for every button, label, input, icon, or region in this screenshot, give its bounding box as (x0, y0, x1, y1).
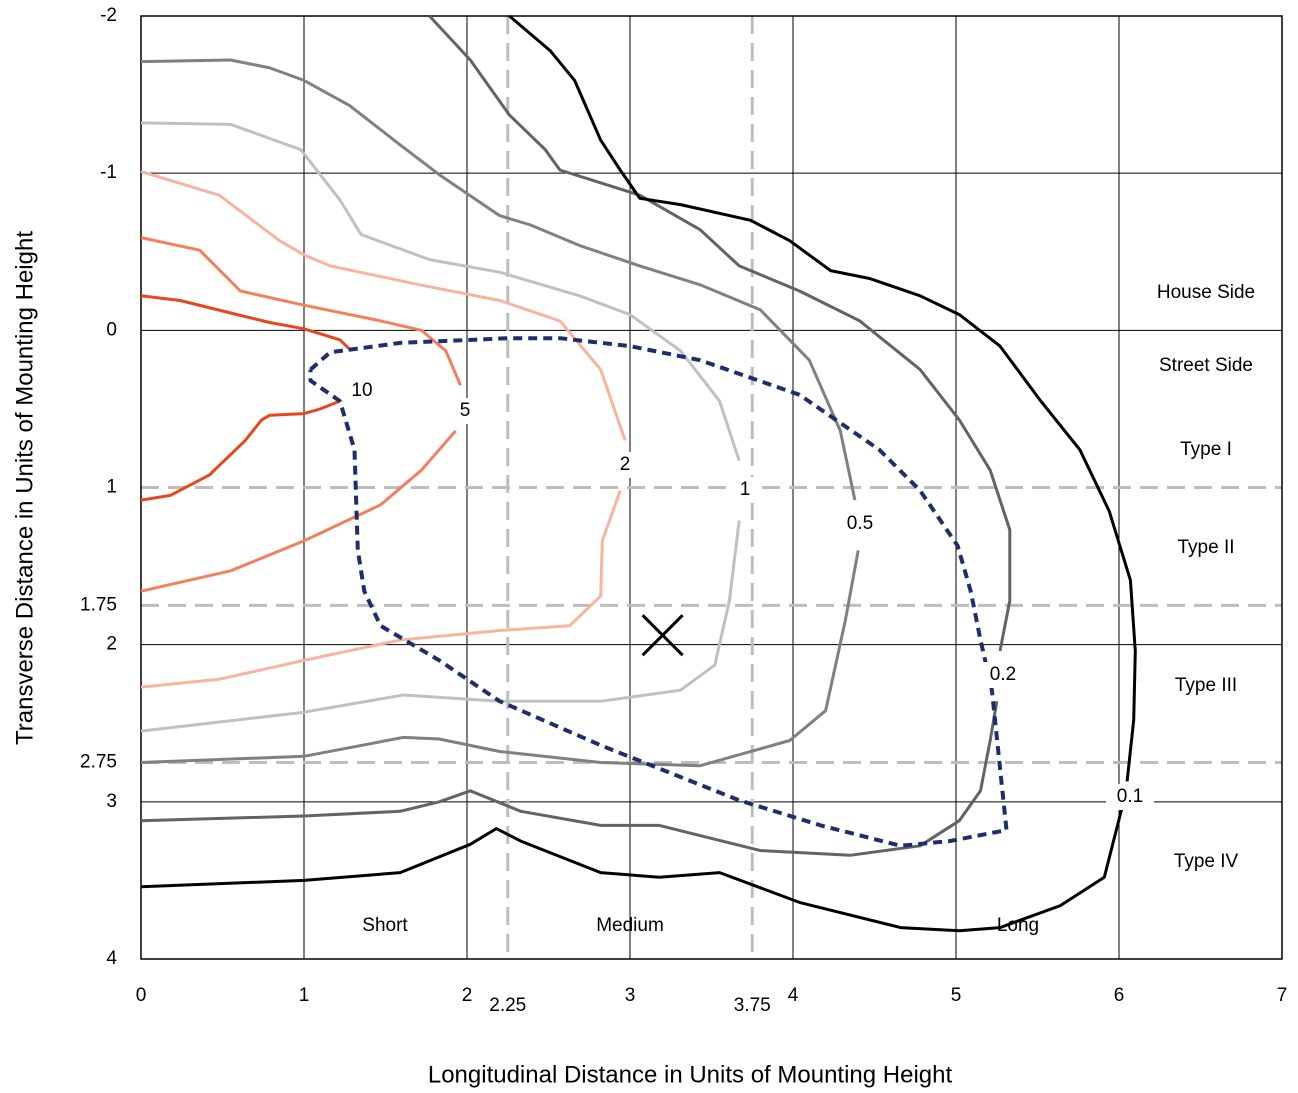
contour-label: 0.1 (1117, 786, 1143, 807)
y-tick-label: -1 (100, 162, 117, 183)
region-label: Street Side (1159, 355, 1253, 376)
x-tick-label: 1 (299, 985, 310, 1006)
region-label: House Side (1157, 282, 1255, 303)
region-label: Type III (1175, 675, 1237, 696)
range-label: Medium (596, 915, 664, 936)
y-tick-label: 2 (106, 634, 117, 655)
contour-label-bg (453, 398, 477, 424)
marker (641, 614, 684, 657)
contour-label: 0.2 (990, 664, 1016, 685)
contour-line (140, 14, 1137, 933)
y-tick-label: 3 (106, 791, 117, 812)
contour-label-bg (733, 477, 757, 503)
x-tick-label: 7 (1277, 985, 1288, 1006)
contour-label-bg (344, 378, 380, 404)
contour-line (140, 236, 462, 593)
y-tick-label: 1.75 (80, 594, 117, 615)
region-label: Type I (1180, 439, 1232, 460)
contour-label-bg (979, 662, 1027, 688)
range-label: Short (362, 915, 408, 936)
x-tick-label: 5 (951, 985, 962, 1006)
contour-label: 0.5 (847, 513, 873, 534)
contour-label-bg (1106, 784, 1154, 810)
region-label: Type II (1177, 537, 1234, 558)
y-tick-label: -2 (100, 5, 117, 26)
x-tick-label: 2.25 (489, 995, 526, 1016)
y-axis-title: Transverse Distance in Units of Mounting… (11, 231, 38, 745)
x-axis-title: Longitudinal Distance in Units of Mounti… (428, 1061, 953, 1088)
x-tick-label: 6 (1114, 985, 1125, 1006)
range-label: Long (997, 915, 1039, 936)
contour-line (140, 58, 860, 768)
y-tick-label: 1 (106, 477, 117, 498)
y-tick-label: 2.75 (80, 752, 117, 773)
outline-line (308, 336, 1009, 848)
contour-label-bg (836, 511, 884, 537)
contour-label: 10 (351, 380, 372, 401)
contour-label: 5 (460, 400, 471, 421)
contour-label: 2 (620, 454, 631, 475)
contour-label-bg (613, 452, 637, 478)
contour-line (140, 14, 1012, 857)
y-tick-label: 4 (106, 948, 117, 969)
x-tick-label: 0 (136, 985, 147, 1006)
x-tick-label: 4 (788, 985, 799, 1006)
x-tick-label: 3 (625, 985, 636, 1006)
contour-label: 1 (740, 479, 751, 500)
contour-line (140, 121, 741, 733)
plot-frame (140, 15, 1283, 960)
region-label: Type IV (1174, 851, 1239, 872)
y-tick-label: 0 (106, 319, 117, 340)
x-tick-label: 3.75 (734, 995, 771, 1016)
x-tick-label: 2 (462, 985, 473, 1006)
contour-line (140, 294, 353, 502)
contour-line (140, 170, 627, 689)
